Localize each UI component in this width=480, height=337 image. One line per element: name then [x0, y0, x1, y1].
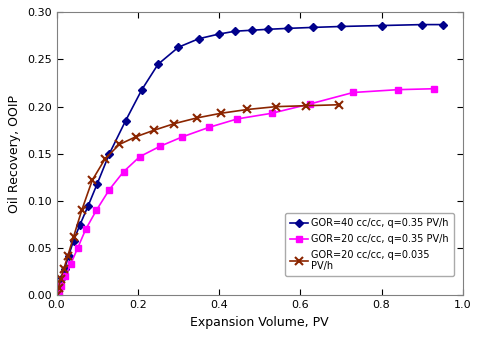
GOR=40 cc/cc, q=0.35 PV/h: [176, 45, 181, 49]
GOR=20 cc/cc, q=0.35 PV/h: [395, 88, 401, 92]
GOR=20 cc/cc, q=0.035
PV/h: [273, 104, 279, 109]
GOR=20 cc/cc, q=0.35 PV/h: [56, 290, 61, 295]
GOR=20 cc/cc, q=0.35 PV/h: [308, 102, 313, 106]
GOR=20 cc/cc, q=0.035
PV/h: [71, 235, 76, 239]
Y-axis label: Oil Recovery, OOIP: Oil Recovery, OOIP: [8, 95, 21, 213]
GOR=20 cc/cc, q=0.35 PV/h: [206, 125, 212, 129]
GOR=20 cc/cc, q=0.035
PV/h: [65, 254, 71, 258]
GOR=20 cc/cc, q=0.35 PV/h: [62, 274, 68, 278]
GOR=40 cc/cc, q=0.35 PV/h: [420, 23, 425, 27]
GOR=40 cc/cc, q=0.35 PV/h: [85, 204, 91, 208]
GOR=40 cc/cc, q=0.35 PV/h: [265, 27, 271, 31]
GOR=20 cc/cc, q=0.035
PV/h: [303, 104, 309, 108]
X-axis label: Expansion Volume, PV: Expansion Volume, PV: [191, 316, 329, 329]
GOR=20 cc/cc, q=0.35 PV/h: [234, 117, 240, 121]
GOR=40 cc/cc, q=0.35 PV/h: [310, 25, 315, 29]
GOR=20 cc/cc, q=0.35 PV/h: [94, 208, 99, 212]
GOR=20 cc/cc, q=0.035
PV/h: [245, 108, 251, 112]
GOR=40 cc/cc, q=0.35 PV/h: [55, 289, 61, 294]
GOR=20 cc/cc, q=0.35 PV/h: [54, 293, 60, 297]
Line: GOR=20 cc/cc, q=0.35 PV/h: GOR=20 cc/cc, q=0.35 PV/h: [53, 85, 438, 299]
GOR=20 cc/cc, q=0.35 PV/h: [269, 111, 275, 115]
GOR=20 cc/cc, q=0.35 PV/h: [68, 262, 73, 266]
GOR=40 cc/cc, q=0.35 PV/h: [123, 119, 129, 123]
GOR=40 cc/cc, q=0.35 PV/h: [249, 28, 254, 32]
GOR=40 cc/cc, q=0.35 PV/h: [54, 293, 60, 297]
GOR=20 cc/cc, q=0.035
PV/h: [133, 135, 139, 139]
GOR=20 cc/cc, q=0.35 PV/h: [83, 227, 89, 231]
GOR=20 cc/cc, q=0.035
PV/h: [194, 116, 200, 120]
GOR=40 cc/cc, q=0.35 PV/h: [440, 23, 445, 27]
GOR=20 cc/cc, q=0.35 PV/h: [107, 188, 112, 192]
GOR=40 cc/cc, q=0.35 PV/h: [285, 26, 291, 30]
GOR=40 cc/cc, q=0.35 PV/h: [77, 222, 83, 226]
GOR=20 cc/cc, q=0.35 PV/h: [432, 87, 437, 91]
GOR=20 cc/cc, q=0.035
PV/h: [336, 103, 342, 107]
Line: GOR=40 cc/cc, q=0.35 PV/h: GOR=40 cc/cc, q=0.35 PV/h: [54, 22, 445, 298]
GOR=40 cc/cc, q=0.35 PV/h: [196, 37, 202, 41]
GOR=20 cc/cc, q=0.35 PV/h: [59, 284, 64, 288]
GOR=20 cc/cc, q=0.035
PV/h: [171, 122, 177, 126]
GOR=20 cc/cc, q=0.035
PV/h: [102, 156, 108, 160]
GOR=20 cc/cc, q=0.035
PV/h: [61, 267, 67, 271]
GOR=20 cc/cc, q=0.35 PV/h: [350, 90, 356, 94]
GOR=20 cc/cc, q=0.035
PV/h: [151, 128, 157, 132]
GOR=40 cc/cc, q=0.35 PV/h: [59, 276, 65, 280]
GOR=20 cc/cc, q=0.035
PV/h: [58, 277, 63, 281]
GOR=40 cc/cc, q=0.35 PV/h: [66, 254, 72, 258]
GOR=40 cc/cc, q=0.35 PV/h: [232, 29, 238, 33]
GOR=40 cc/cc, q=0.35 PV/h: [216, 32, 222, 36]
GOR=40 cc/cc, q=0.35 PV/h: [139, 88, 144, 92]
GOR=40 cc/cc, q=0.35 PV/h: [57, 284, 62, 288]
GOR=40 cc/cc, q=0.35 PV/h: [107, 152, 112, 156]
GOR=40 cc/cc, q=0.35 PV/h: [379, 24, 384, 28]
GOR=40 cc/cc, q=0.35 PV/h: [94, 182, 100, 186]
GOR=20 cc/cc, q=0.35 PV/h: [120, 170, 126, 174]
Legend: GOR=40 cc/cc, q=0.35 PV/h, GOR=20 cc/cc, q=0.35 PV/h, GOR=20 cc/cc, q=0.035
PV/h: GOR=40 cc/cc, q=0.35 PV/h, GOR=20 cc/cc,…: [285, 213, 454, 276]
GOR=40 cc/cc, q=0.35 PV/h: [155, 62, 161, 66]
GOR=20 cc/cc, q=0.35 PV/h: [180, 135, 185, 139]
GOR=20 cc/cc, q=0.035
PV/h: [79, 208, 84, 212]
GOR=40 cc/cc, q=0.35 PV/h: [338, 25, 344, 29]
Line: GOR=20 cc/cc, q=0.035
PV/h: GOR=20 cc/cc, q=0.035 PV/h: [52, 100, 343, 299]
GOR=40 cc/cc, q=0.35 PV/h: [71, 239, 76, 243]
GOR=20 cc/cc, q=0.035
PV/h: [218, 111, 224, 115]
GOR=20 cc/cc, q=0.35 PV/h: [137, 155, 143, 159]
GOR=20 cc/cc, q=0.35 PV/h: [75, 246, 81, 250]
GOR=20 cc/cc, q=0.35 PV/h: [157, 144, 163, 148]
GOR=20 cc/cc, q=0.035
PV/h: [89, 178, 95, 182]
GOR=20 cc/cc, q=0.035
PV/h: [56, 286, 61, 290]
GOR=20 cc/cc, q=0.035
PV/h: [117, 142, 122, 146]
GOR=20 cc/cc, q=0.035
PV/h: [54, 293, 60, 297]
GOR=40 cc/cc, q=0.35 PV/h: [62, 267, 68, 271]
